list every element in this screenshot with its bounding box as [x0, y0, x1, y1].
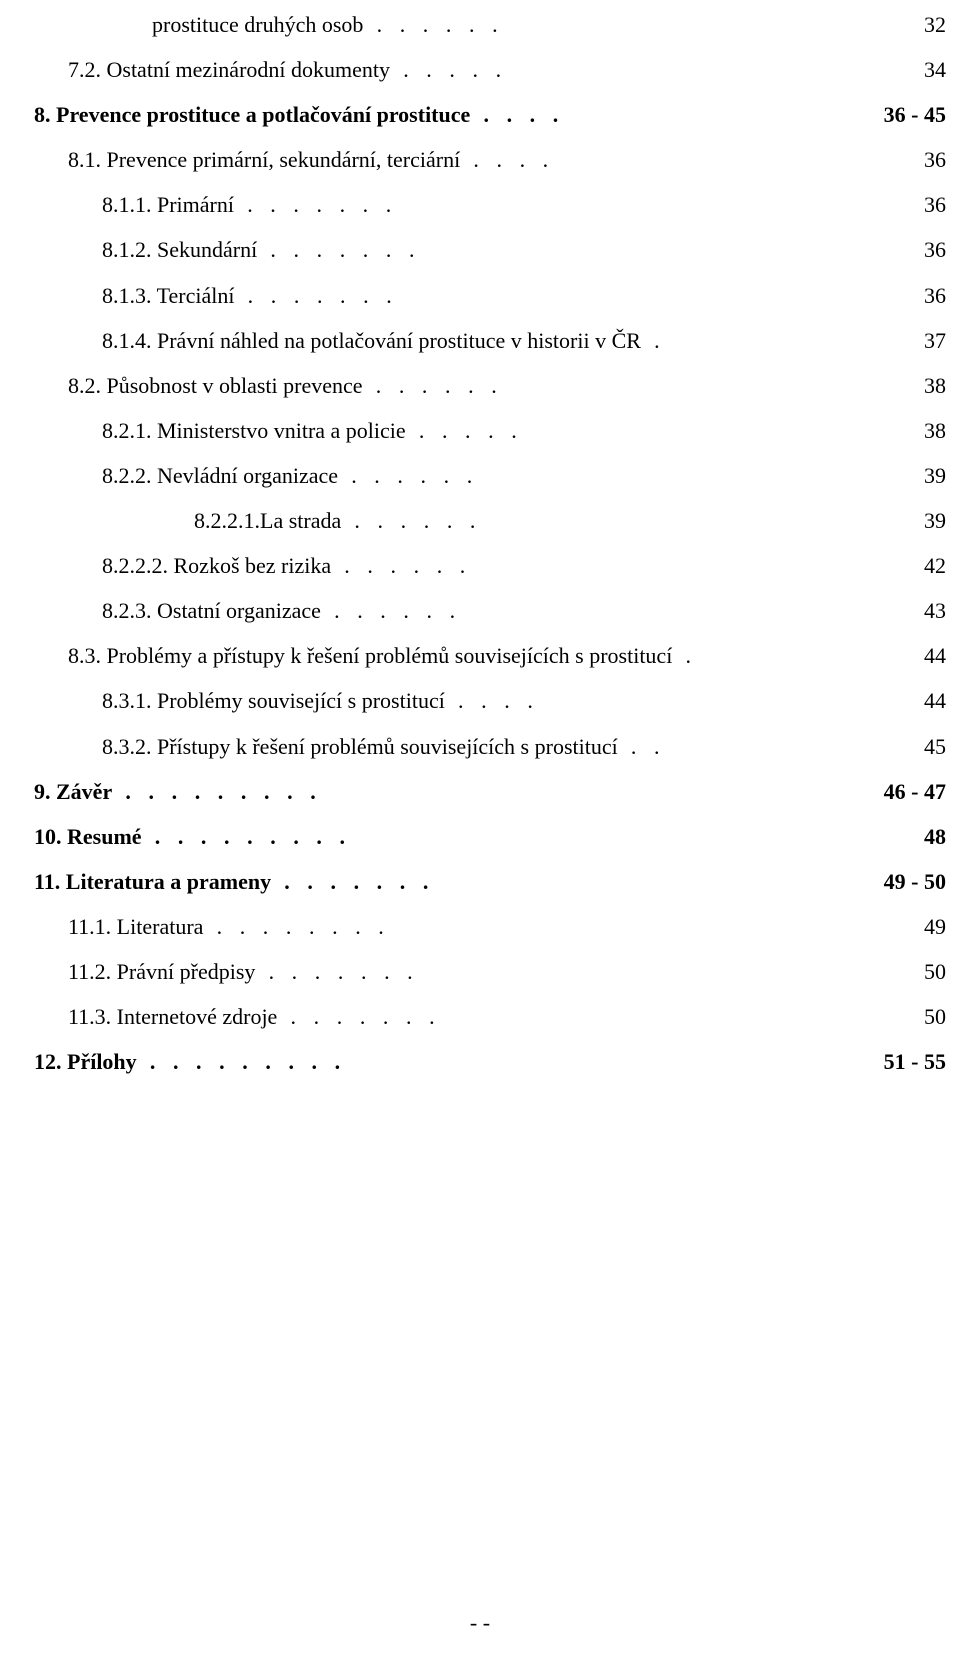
toc-label: 10. Resumé	[34, 814, 142, 859]
toc-leader: .......	[257, 227, 866, 272]
toc-row: 8.3.1. Problémy související s prostitucí…	[34, 678, 950, 723]
toc-row: 8.2. Působnost v oblasti prevence......3…	[34, 363, 950, 408]
toc-row: 11.2. Právní předpisy.......50	[34, 949, 950, 994]
toc-row: 8.2.1. Ministerstvo vnitra a policie....…	[34, 408, 950, 453]
toc-page-number: 50	[866, 994, 950, 1039]
toc-page-number: 39	[866, 498, 950, 543]
toc-row: 8.1.1. Primární.......36	[34, 182, 950, 227]
toc-page-number: 49	[866, 904, 950, 949]
toc-page-number: 42	[866, 543, 950, 588]
toc-leader: .....	[390, 47, 866, 92]
toc-page-number: 38	[866, 408, 950, 453]
toc-label: 8.2.2. Nevládní organizace	[102, 453, 338, 498]
toc-leader: ........	[203, 904, 866, 949]
toc-leader: .......	[271, 859, 866, 904]
toc-row: 8.1. Prevence primární, sekundární, terc…	[34, 137, 950, 182]
toc-leader: ......	[338, 453, 866, 498]
toc-row: 8.2.2.2. Rozkoš bez rizika......42	[34, 543, 950, 588]
toc-row: 7.2. Ostatní mezinárodní dokumenty.....3…	[34, 47, 950, 92]
page-footer: - -	[0, 1610, 960, 1636]
toc-page-number: 44	[866, 633, 950, 678]
toc-label: 8.2.3. Ostatní organizace	[102, 588, 321, 633]
toc-label: 9. Závěr	[34, 769, 112, 814]
toc-label: 8. Prevence prostituce a potlačování pro…	[34, 92, 470, 137]
table-of-contents: prostituce druhých osob......327.2. Osta…	[0, 2, 960, 1084]
toc-page-number: 48	[866, 814, 950, 859]
toc-page-number: 36	[866, 137, 950, 182]
toc-label: 8.3. Problémy a přístupy k řešení problé…	[68, 633, 672, 678]
toc-page-number: 51 - 55	[866, 1039, 950, 1084]
toc-label: 8.2.1. Ministerstvo vnitra a policie	[102, 408, 406, 453]
toc-label: 8.3.2. Přístupy k řešení problémů souvis…	[102, 724, 618, 769]
toc-row: 12. Přílohy.........51 - 55	[34, 1039, 950, 1084]
toc-row: 11.3. Internetové zdroje.......50	[34, 994, 950, 1039]
toc-row: prostituce druhých osob......32	[34, 2, 950, 47]
toc-label: prostituce druhých osob	[152, 2, 363, 47]
toc-label: 8.1.3. Terciální	[102, 273, 234, 318]
toc-page-number: 50	[866, 949, 950, 994]
toc-row: 8.1.2. Sekundární.......36	[34, 227, 950, 272]
toc-leader: ..	[618, 724, 866, 769]
toc-label: 11. Literatura a prameny	[34, 859, 271, 904]
toc-leader: .........	[137, 1039, 866, 1084]
toc-label: 11.1. Literatura	[68, 904, 203, 949]
toc-page-number: 36	[866, 227, 950, 272]
toc-row: 8.3.2. Přístupy k řešení problémů souvis…	[34, 724, 950, 769]
toc-page-number: 45	[866, 724, 950, 769]
toc-label: 8.1. Prevence primární, sekundární, terc…	[68, 137, 460, 182]
toc-page-number: 49 - 50	[866, 859, 950, 904]
toc-leader: .....	[406, 408, 866, 453]
toc-leader: .........	[112, 769, 866, 814]
toc-page-number: 34	[866, 47, 950, 92]
toc-leader: .........	[142, 814, 866, 859]
toc-page-number: 44	[866, 678, 950, 723]
toc-label: 11.2. Právní předpisy	[68, 949, 255, 994]
toc-page-number: 43	[866, 588, 950, 633]
toc-leader: .......	[234, 182, 866, 227]
toc-leader: ......	[363, 363, 866, 408]
toc-row: 10. Resumé.........48	[34, 814, 950, 859]
toc-leader: .	[672, 633, 866, 678]
toc-row: 8. Prevence prostituce a potlačování pro…	[34, 92, 950, 137]
toc-label: 8.3.1. Problémy související s prostitucí	[102, 678, 445, 723]
toc-label: 8.1.1. Primární	[102, 182, 234, 227]
toc-row: 8.1.3. Terciální.......36	[34, 273, 950, 318]
toc-leader: ....	[460, 137, 866, 182]
toc-leader: .......	[234, 273, 866, 318]
toc-row: 11.1. Literatura........49	[34, 904, 950, 949]
toc-label: 8.1.2. Sekundární	[102, 227, 257, 272]
document-page: prostituce druhých osob......327.2. Osta…	[0, 0, 960, 1658]
toc-leader: .......	[255, 949, 866, 994]
toc-leader: ....	[445, 678, 866, 723]
toc-leader: .	[641, 318, 866, 363]
toc-page-number: 46 - 47	[866, 769, 950, 814]
toc-row: 8.1.4. Právní náhled na potlačování pros…	[34, 318, 950, 363]
toc-label: 8.2.2.2. Rozkoš bez rizika	[102, 543, 331, 588]
toc-label: 8.2.2.1.La strada	[194, 498, 341, 543]
toc-page-number: 36	[866, 273, 950, 318]
toc-leader: ......	[321, 588, 866, 633]
toc-page-number: 32	[866, 2, 950, 47]
toc-page-number: 36	[866, 182, 950, 227]
toc-label: 11.3. Internetové zdroje	[68, 994, 277, 1039]
toc-row: 8.3. Problémy a přístupy k řešení problé…	[34, 633, 950, 678]
toc-leader: ......	[363, 2, 866, 47]
toc-label: 12. Přílohy	[34, 1039, 137, 1084]
toc-label: 8.2. Působnost v oblasti prevence	[68, 363, 363, 408]
toc-row: 8.2.2.1.La strada......39	[34, 498, 950, 543]
toc-page-number: 36 - 45	[866, 92, 950, 137]
toc-row: 11. Literatura a prameny.......49 - 50	[34, 859, 950, 904]
toc-leader: .......	[277, 994, 866, 1039]
toc-leader: ......	[341, 498, 866, 543]
toc-row: 8.2.2. Nevládní organizace......39	[34, 453, 950, 498]
toc-page-number: 37	[866, 318, 950, 363]
toc-page-number: 38	[866, 363, 950, 408]
toc-leader: ......	[331, 543, 866, 588]
toc-label: 8.1.4. Právní náhled na potlačování pros…	[102, 318, 641, 363]
toc-page-number: 39	[866, 453, 950, 498]
toc-row: 8.2.3. Ostatní organizace......43	[34, 588, 950, 633]
toc-leader: ....	[470, 92, 866, 137]
toc-row: 9. Závěr.........46 - 47	[34, 769, 950, 814]
toc-label: 7.2. Ostatní mezinárodní dokumenty	[68, 47, 390, 92]
